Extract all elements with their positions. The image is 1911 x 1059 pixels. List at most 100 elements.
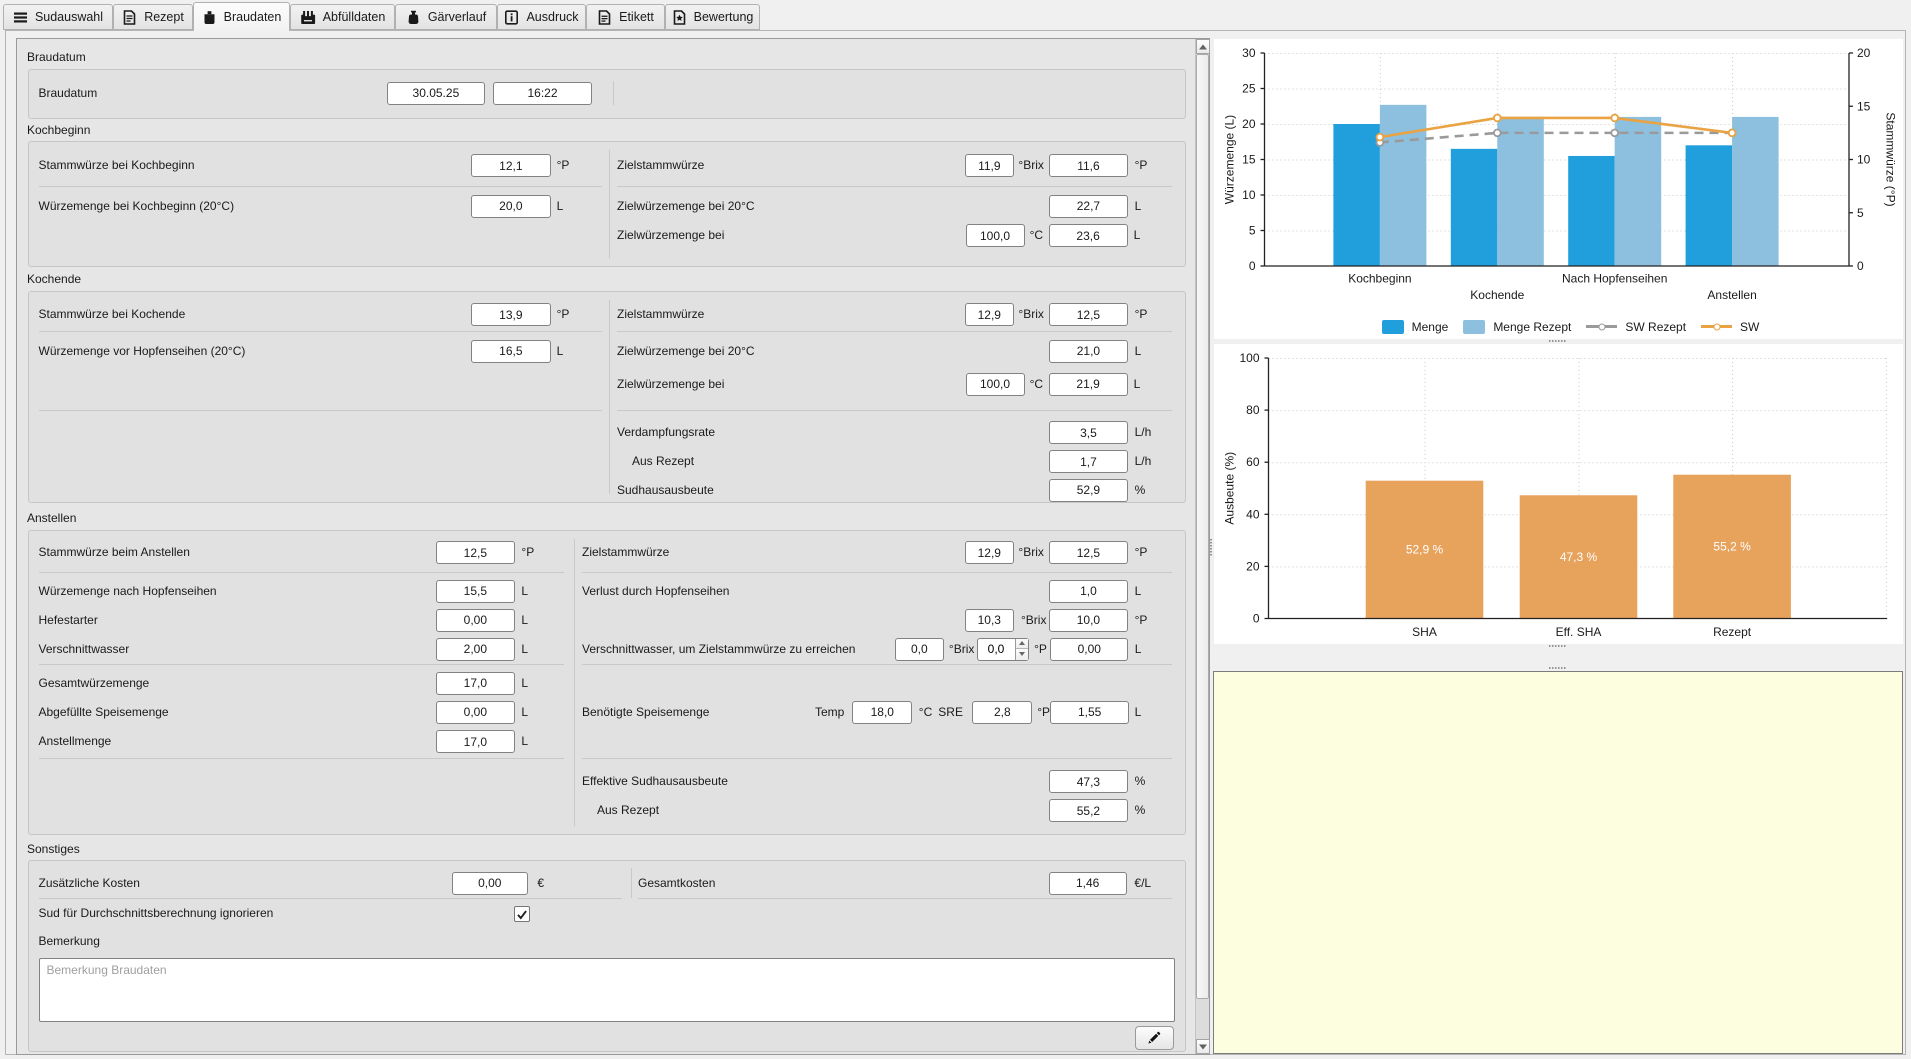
tab-label: Sudauswahl: [34, 10, 104, 24]
abgefuellte-speisemenge-input[interactable]: [436, 700, 515, 724]
column-divider: [608, 300, 610, 494]
unit-label: L: [521, 704, 529, 719]
zielstammwuerze-anstellen-plato-input[interactable]: [1049, 541, 1128, 564]
verschnitt-ziel-plato-input[interactable]: [977, 638, 1015, 660]
anstellmenge-input[interactable]: [436, 730, 515, 753]
sudhausausbeute-input[interactable]: [1049, 478, 1128, 502]
zielstammwuerze-kochende-plato-input[interactable]: [1049, 303, 1128, 326]
zielstammwuerze-anstellen-brix-input[interactable]: [964, 541, 1014, 564]
unit-label: °P: [1134, 612, 1148, 627]
svg-text:5: 5: [1857, 205, 1864, 219]
stammwuerze-kochende-input[interactable]: [470, 303, 552, 326]
vertical-scrollbar[interactable]: [1195, 39, 1210, 1054]
verdampfungsrate-input[interactable]: [1049, 421, 1128, 444]
star-doc-icon: [672, 9, 687, 25]
verschnitt-ziel-plato-spinbox[interactable]: [976, 637, 1029, 661]
zielwuerzemenge20-kochbeginn-input[interactable]: [1049, 194, 1128, 218]
sudhausausbeute-rezept-input[interactable]: [1049, 799, 1128, 822]
legend-item-sw[interactable]: SW: [1701, 320, 1759, 334]
tab-gaerverlauf[interactable]: Gärverlauf: [395, 4, 497, 30]
svg-text:100: 100: [1239, 351, 1259, 365]
zielwuerzemenge-temp-input[interactable]: [965, 224, 1025, 247]
zielstammwuerze-kochende-brix-input[interactable]: [964, 303, 1014, 326]
notes-splitter-handle[interactable]: [1549, 667, 1566, 669]
field-label: Stammwürze beim Anstellen: [38, 545, 190, 559]
speise-temp-input[interactable]: [852, 700, 913, 724]
stammwuerze-kochbeginn-input[interactable]: [470, 154, 552, 177]
scrollbar-slider[interactable]: [1196, 54, 1209, 999]
zusaetzliche-kosten-input[interactable]: [451, 871, 528, 895]
legend-item-menge-rezept[interactable]: Menge Rezept: [1463, 319, 1571, 334]
verschnitt-ziel-menge-input[interactable]: [1050, 637, 1129, 661]
verlust-hopfenseihen-input[interactable]: [1049, 579, 1128, 603]
separator: [613, 81, 614, 105]
field-label: Zielwürzemenge bei 20°C: [617, 198, 755, 213]
stammwuerze-anstellen-input[interactable]: [436, 541, 515, 564]
zielwuerzemenge-kochende-temp-input[interactable]: [965, 372, 1025, 396]
column-divider: [573, 539, 575, 826]
column-divider: [630, 868, 632, 898]
zielwuerzemenge-kochende-input[interactable]: [1048, 372, 1128, 396]
scrollbar-down-button[interactable]: [1196, 1039, 1210, 1054]
edit-note-button[interactable]: [1134, 1026, 1174, 1050]
ist-plato-input[interactable]: [1049, 608, 1128, 632]
field-label: Benötigte Speisemenge: [582, 704, 710, 719]
tab-bewertung[interactable]: Bewertung: [665, 4, 760, 30]
svg-text:40: 40: [1246, 507, 1260, 521]
verschnitt-ziel-brix-input[interactable]: [894, 637, 945, 661]
field-label: Stammwürze bei Kochbeginn: [38, 158, 195, 172]
legend-item-menge[interactable]: Menge: [1381, 319, 1448, 334]
effektive-sudhausausbeute-input[interactable]: [1049, 770, 1128, 793]
scrollbar-groove[interactable]: [1196, 999, 1209, 1039]
tab-ausdruck[interactable]: Ausdruck: [497, 4, 586, 30]
verschnittwasser-input[interactable]: [436, 637, 515, 661]
row-separator: [38, 330, 602, 332]
legend-line-marker: [1701, 320, 1733, 334]
wuerzemenge-kochbeginn-input[interactable]: [470, 194, 552, 218]
wuerzemenge-kochende-input[interactable]: [470, 339, 552, 363]
verdampfungsrate-rezept-input[interactable]: [1049, 450, 1128, 473]
svg-text:Kochbeginn: Kochbeginn: [1348, 271, 1411, 285]
zielwuerzemenge-kochbeginn-input[interactable]: [1048, 224, 1128, 247]
ist-brix-input[interactable]: [964, 608, 1014, 632]
unit-label: °P: [1134, 158, 1148, 172]
svg-text:0: 0: [1857, 259, 1864, 273]
zielstammwuerze-brix-input[interactable]: [964, 154, 1014, 177]
tab-braudaten[interactable]: Braudaten: [193, 2, 290, 31]
chart-splitter-handle-2[interactable]: [1549, 644, 1566, 647]
notes-textarea[interactable]: [1212, 671, 1903, 1054]
chart-legend: Menge Menge Rezept SW Rezept SW: [1239, 319, 1903, 334]
bemerkung-textarea[interactable]: [38, 958, 1175, 1022]
speise-sre-input[interactable]: [972, 700, 1033, 724]
field-label: Stammwürze bei Kochende: [38, 307, 186, 321]
row-separator: [617, 330, 1172, 332]
tab-sudauswahl[interactable]: Sudauswahl: [3, 4, 113, 30]
spin-up-button[interactable]: [1015, 638, 1028, 649]
field-label: Würzemenge nach Hopfenseihen: [38, 583, 217, 598]
unit-label: L: [556, 198, 564, 213]
gesamtkosten-input[interactable]: [1048, 871, 1127, 895]
tab-rezept[interactable]: Rezept: [113, 4, 193, 30]
tab-abfuelldaten[interactable]: Abfülldaten: [290, 4, 395, 30]
gesamtwuerzemenge-input[interactable]: [436, 671, 515, 695]
tab-label: Braudaten: [223, 10, 282, 24]
legend-item-sw-rezept[interactable]: SW Rezept: [1586, 320, 1686, 334]
braudatum-date-input[interactable]: [386, 81, 485, 105]
hefestarter-input[interactable]: [436, 608, 515, 632]
braudatum-time-input[interactable]: [493, 81, 592, 105]
field-label: Aus Rezept: [632, 454, 695, 468]
benoetigte-speisemenge-input[interactable]: [1050, 700, 1130, 724]
ignore-average-checkbox[interactable]: [514, 906, 530, 922]
svg-text:Anstellen: Anstellen: [1707, 288, 1756, 302]
chart-splitter-handle-1[interactable]: [1549, 340, 1566, 342]
tab-etikett[interactable]: Etikett: [586, 4, 665, 30]
main-splitter-handle[interactable]: [1210, 539, 1213, 556]
groupbox-kochende: [28, 291, 1186, 503]
scrollbar-up-button[interactable]: [1196, 39, 1210, 54]
zielwuerzemenge20-kochende-input[interactable]: [1049, 339, 1128, 363]
field-label: Gesamtwürzemenge: [38, 675, 150, 690]
zielstammwuerze-plato-input[interactable]: [1049, 154, 1128, 177]
spin-down-button[interactable]: [1015, 649, 1028, 660]
wuerzemenge-anstellen-input[interactable]: [436, 579, 515, 603]
svg-text:Nach Hopfenseihen: Nach Hopfenseihen: [1561, 271, 1666, 285]
